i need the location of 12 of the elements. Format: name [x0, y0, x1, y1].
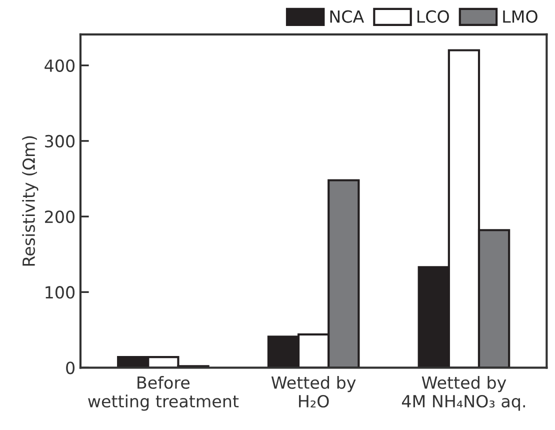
- legend-label: LMO: [503, 10, 538, 23]
- legend-label: LCO: [417, 10, 449, 23]
- x-tick-label: Wetted by 4M NH₄NO₃ aq.: [402, 376, 525, 411]
- y-tick-label: 200: [45, 210, 75, 224]
- y-tick-label: 300: [45, 134, 75, 148]
- y-axis-title: Resistivity (Ωm): [22, 136, 38, 266]
- x-tick-label: Wetted by H₂O: [271, 376, 356, 408]
- x-tick-label: Before wetting treatment: [88, 376, 239, 411]
- y-tick-label: 100: [46, 286, 75, 299]
- y-tick-label: 0: [66, 362, 75, 374]
- legend-label: NCA: [330, 10, 364, 23]
- y-tick-label: 400: [44, 59, 75, 72]
